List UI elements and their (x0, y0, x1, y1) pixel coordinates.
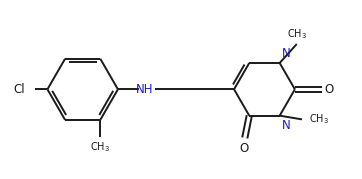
Text: N: N (282, 47, 290, 60)
Text: Cl: Cl (13, 83, 25, 96)
Text: O: O (239, 142, 248, 155)
Text: NH: NH (136, 83, 153, 96)
Text: CH$_3$: CH$_3$ (90, 140, 110, 154)
Text: N: N (282, 119, 290, 132)
Text: O: O (324, 83, 333, 96)
Text: CH$_3$: CH$_3$ (309, 112, 329, 126)
Text: CH$_3$: CH$_3$ (287, 27, 307, 41)
